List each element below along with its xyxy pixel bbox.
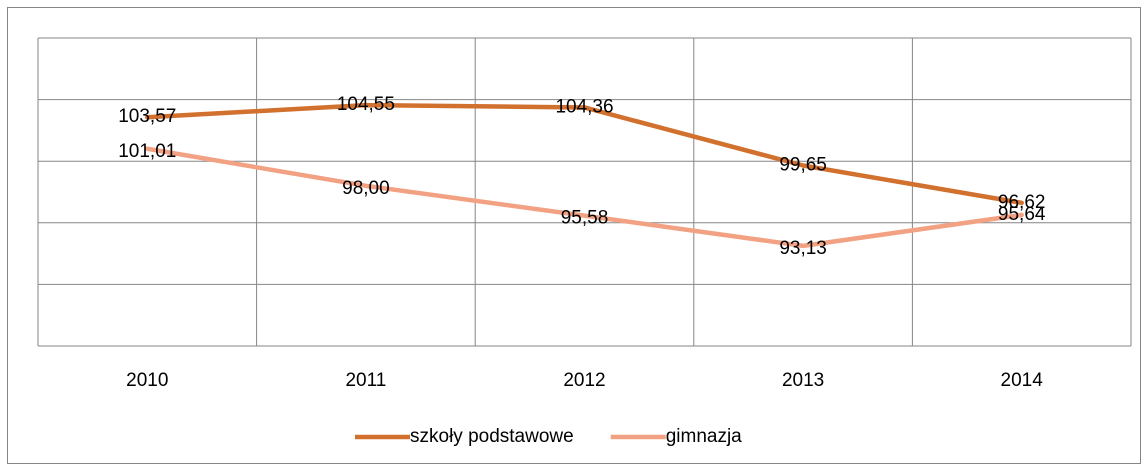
x-tick-label: 2014	[1001, 370, 1044, 391]
chart-frame	[7, 7, 1141, 464]
data-label: 103,57	[118, 106, 176, 127]
data-label: 98,00	[342, 178, 390, 199]
x-tick-label: 2011	[345, 370, 386, 391]
data-label: 99,65	[779, 155, 827, 176]
data-line	[145, 102, 1024, 206]
data-label: 104,36	[555, 97, 613, 118]
x-tick-label: 2012	[563, 370, 605, 391]
data-label: 93,13	[779, 238, 827, 259]
data-label: 95,64	[998, 204, 1046, 225]
data-label: 96,62	[998, 192, 1046, 213]
x-tick-label: 2010	[126, 370, 168, 391]
data-label: 101,01	[118, 141, 176, 162]
data-label: 104,55	[337, 94, 395, 115]
legend-label: gimnazja	[666, 426, 742, 447]
legend-label: szkoły podstawowe	[410, 426, 574, 447]
x-tick-label: 2013	[782, 370, 824, 391]
data-label: 95,58	[561, 208, 609, 229]
data-line	[145, 146, 1024, 249]
